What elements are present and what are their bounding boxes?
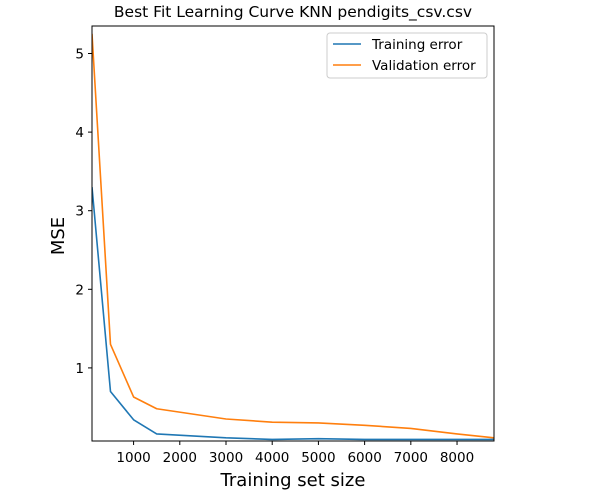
y-tick-label: 4 bbox=[75, 125, 84, 141]
x-tick-label: 8000 bbox=[440, 450, 474, 466]
x-tick-label: 2000 bbox=[163, 450, 197, 466]
x-tick-label: 7000 bbox=[394, 450, 428, 466]
legend-label-0: Training error bbox=[371, 37, 463, 53]
x-axis-ticks: 1000 2000 3000 4000 5000 6000 7000 8000 bbox=[116, 441, 474, 466]
chart-title: Best Fit Learning Curve KNN pendigits_cs… bbox=[114, 3, 472, 22]
x-tick-label: 5000 bbox=[301, 450, 335, 466]
x-tick-label: 3000 bbox=[209, 450, 243, 466]
x-tick-label: 6000 bbox=[347, 450, 381, 466]
legend-label-1: Validation error bbox=[372, 58, 476, 74]
plot-area bbox=[92, 33, 494, 441]
y-axis-label: MSE bbox=[48, 217, 69, 255]
legend-box bbox=[326, 32, 488, 79]
x-axis-label: Training set size bbox=[220, 470, 366, 491]
x-tick-label: 1000 bbox=[116, 450, 150, 466]
y-axis-ticks: 1 2 3 4 5 bbox=[75, 47, 92, 377]
y-tick-label: 3 bbox=[75, 204, 84, 220]
series-line-0 bbox=[92, 187, 494, 441]
x-tick-label: 4000 bbox=[255, 450, 289, 466]
y-tick-label: 1 bbox=[75, 361, 84, 377]
y-tick-label: 5 bbox=[75, 47, 84, 63]
series-line-1 bbox=[92, 33, 494, 439]
legend: Training error Validation error bbox=[326, 32, 488, 79]
plot-frame bbox=[91, 25, 495, 442]
y-tick-label: 2 bbox=[75, 282, 84, 298]
